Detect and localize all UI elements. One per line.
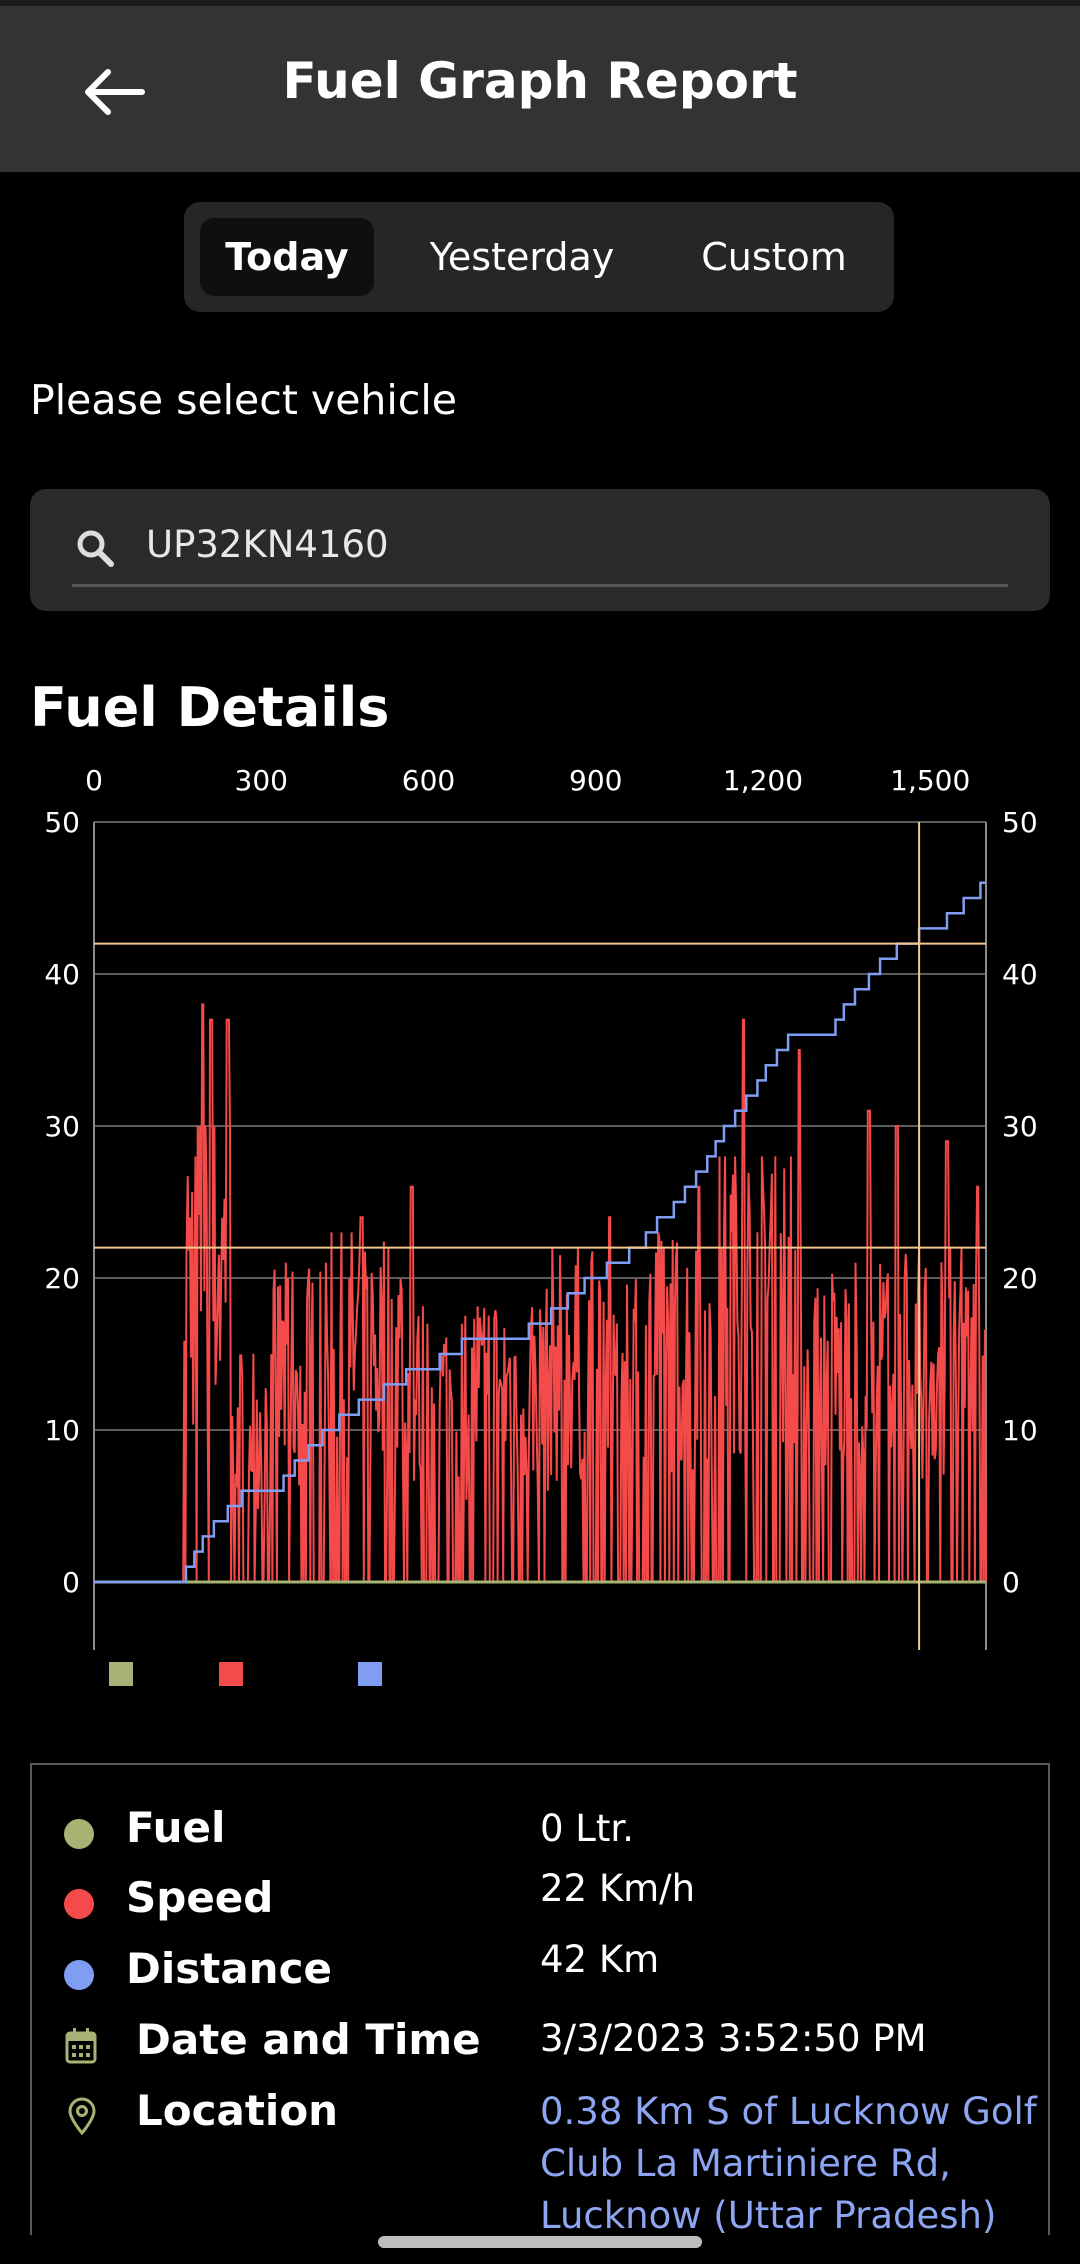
legend-fuel-swatch (109, 1662, 133, 1686)
x-tick-label: 600 (402, 764, 455, 797)
fuel-value: 0 Ltr. (540, 1807, 634, 1850)
datetime-value: 3/3/2023 3:52:50 PM (540, 2017, 927, 2060)
tab-yesterday[interactable]: Yesterday (429, 235, 615, 279)
y-tick-right-label: 50 (1002, 806, 1038, 839)
y-tick-left-label: 50 (44, 806, 80, 839)
datetime-label: Date and Time (136, 2015, 481, 2064)
distance-label: Distance (126, 1944, 332, 1993)
x-tick-label: 1,200 (723, 764, 803, 797)
legend-speed-swatch (219, 1662, 243, 1686)
y-tick-right-label: 10 (1002, 1414, 1038, 1447)
y-tick-right-label: 30 (1002, 1110, 1038, 1143)
location-value[interactable]: 0.38 Km S of Lucknow Golf Club La Martin… (540, 2090, 1037, 2235)
y-tick-right-label: 40 (1002, 958, 1038, 991)
arrow-left-icon (85, 69, 145, 115)
app-bar: Fuel Graph Report (0, 6, 1080, 172)
back-button[interactable] (78, 62, 148, 122)
vehicle-search-field[interactable]: UP32KN4160 (30, 489, 1050, 611)
location-pin-icon (66, 2096, 98, 2140)
distance-series-line (94, 881, 986, 1584)
y-tick-right-label: 20 (1002, 1262, 1038, 1295)
y-tick-left-label: 40 (44, 958, 80, 991)
y-tick-left-label: 10 (44, 1414, 80, 1447)
legend-distance-swatch (358, 1662, 382, 1686)
calendar-icon (64, 2027, 98, 2069)
speed-dot-icon (64, 1889, 94, 1919)
speed-value: 22 Km/h (540, 1867, 696, 1910)
y-tick-left-label: 20 (44, 1262, 80, 1295)
tab-custom[interactable]: Custom (701, 235, 847, 279)
details-panel: Fuel 0 Ltr. Speed 22 Km/h Distance 42 Km… (30, 1763, 1050, 2235)
location-label: Location (136, 2086, 339, 2135)
distance-value: 42 Km (540, 1938, 660, 1981)
x-tick-label: 900 (569, 764, 622, 797)
y-tick-left-label: 30 (44, 1110, 80, 1143)
y-tick-left-label: 0 (62, 1566, 80, 1599)
page-title: Fuel Graph Report (282, 52, 798, 110)
fuel-details-heading: Fuel Details (30, 676, 390, 739)
status-bar (0, 0, 1080, 6)
input-underline (72, 584, 1008, 587)
distance-dot-icon (64, 1960, 94, 1990)
search-icon (74, 527, 118, 575)
x-tick-label: 0 (85, 764, 103, 797)
fuel-dot-icon (64, 1819, 94, 1849)
x-tick-label: 300 (235, 764, 288, 797)
y-tick-right-label: 0 (1002, 1566, 1020, 1599)
home-indicator (378, 2236, 702, 2248)
speed-series-line (94, 1003, 987, 1583)
date-range-tabs: Today Yesterday Custom (184, 202, 894, 312)
tab-today[interactable]: Today (200, 218, 374, 296)
x-tick-label: 1,500 (890, 764, 970, 797)
fuel-label: Fuel (126, 1803, 226, 1852)
speed-label: Speed (126, 1873, 274, 1922)
vehicle-select-label: Please select vehicle (30, 376, 457, 424)
vehicle-search-input[interactable]: UP32KN4160 (146, 523, 389, 566)
